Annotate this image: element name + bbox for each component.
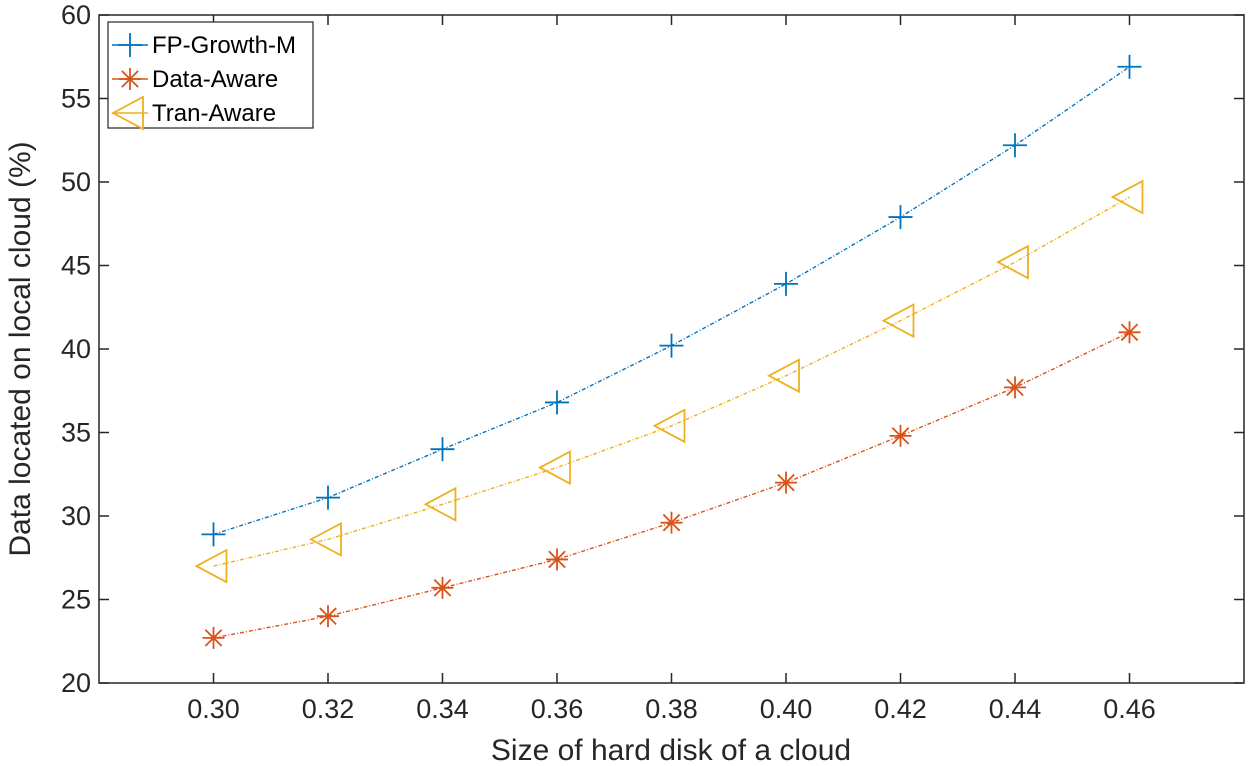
data-point-data-aware <box>1004 376 1026 399</box>
legend-marker-tran-aware <box>111 95 144 131</box>
legend-label: Data-Aware <box>152 66 278 93</box>
data-point-tran-aware <box>652 408 686 444</box>
y-tick-label: 55 <box>61 84 91 114</box>
data-point-data-aware <box>431 576 454 599</box>
data-point-fp-growth-m <box>1003 133 1027 158</box>
x-axis-title: Size of hard disk of a cloud <box>491 734 851 766</box>
data-point-tran-aware <box>309 521 342 557</box>
data-point-fp-growth-m <box>659 333 684 358</box>
legend-label: Tran-Aware <box>152 100 276 127</box>
data-point-data-aware <box>202 626 225 649</box>
series-line-data-aware <box>213 331 1130 639</box>
data-point-fp-growth-m <box>1117 54 1142 79</box>
y-tick-label: 20 <box>61 668 91 698</box>
y-tick-label: 25 <box>61 585 91 615</box>
x-tick-label: 0.32 <box>302 694 355 724</box>
x-tick-label: 0.44 <box>989 694 1042 724</box>
data-point-data-aware <box>660 511 683 534</box>
data-point-tran-aware <box>881 303 915 339</box>
y-tick-label: 35 <box>61 418 91 448</box>
legend-marker-data-aware <box>119 68 141 90</box>
legend-marker-fp-growth-m <box>118 33 142 57</box>
data-point-fp-growth-m <box>888 205 913 230</box>
data-point-tran-aware <box>538 450 571 486</box>
y-tick-label: 50 <box>61 167 91 197</box>
series-layer <box>194 54 1144 649</box>
x-tick-label: 0.30 <box>187 694 240 724</box>
x-tick-label: 0.38 <box>645 694 698 724</box>
legend-entry-data-aware: Data-Aware <box>112 66 278 93</box>
x-axis: 0.30 0.32 0.34 0.36 0.38 0.40 0.42 0.44 0.46 <box>187 15 1156 724</box>
y-tick-label: 40 <box>61 334 91 364</box>
data-point-tran-aware <box>194 548 228 584</box>
x-tick-label: 0.40 <box>760 694 813 724</box>
legend-entry-tran-aware: Tran-Aware <box>111 95 276 131</box>
data-point-data-aware <box>775 471 797 494</box>
y-tick-label: 60 <box>61 0 91 30</box>
x-tick-label: 0.36 <box>531 694 584 724</box>
series-line-tran-aware <box>213 196 1130 567</box>
x-tick-label: 0.42 <box>874 694 927 724</box>
series-tran-aware <box>194 179 1144 584</box>
data-point-tran-aware <box>1110 179 1144 215</box>
data-point-tran-aware <box>767 358 800 394</box>
data-point-fp-growth-m <box>430 437 455 462</box>
data-point-data-aware <box>546 548 568 571</box>
series-data-aware <box>202 321 1141 649</box>
data-point-tran-aware <box>423 486 457 522</box>
series-fp-growth-m <box>201 54 1142 547</box>
data-point-data-aware <box>889 424 912 447</box>
y-tick-label: 45 <box>61 251 91 281</box>
y-axis: 20 25 30 35 40 45 50 55 60 <box>61 0 1244 698</box>
data-point-tran-aware <box>996 244 1029 280</box>
data-point-fp-growth-m <box>545 390 569 415</box>
data-point-data-aware <box>317 605 339 628</box>
legend-entry-fp-growth-m: FP-Growth-M <box>112 32 296 59</box>
legend: FP-Growth-M Data-Aware Tran-Aware <box>107 21 314 131</box>
legend-label: FP-Growth-M <box>152 32 296 59</box>
data-point-fp-growth-m <box>201 522 226 547</box>
x-tick-label: 0.46 <box>1103 694 1156 724</box>
data-point-fp-growth-m <box>316 485 340 510</box>
y-tick-label: 30 <box>61 501 91 531</box>
y-axis-title: Data located on local cloud (%) <box>4 141 37 556</box>
data-point-fp-growth-m <box>774 271 798 296</box>
x-tick-label: 0.34 <box>416 694 469 724</box>
data-point-data-aware <box>1118 321 1141 344</box>
